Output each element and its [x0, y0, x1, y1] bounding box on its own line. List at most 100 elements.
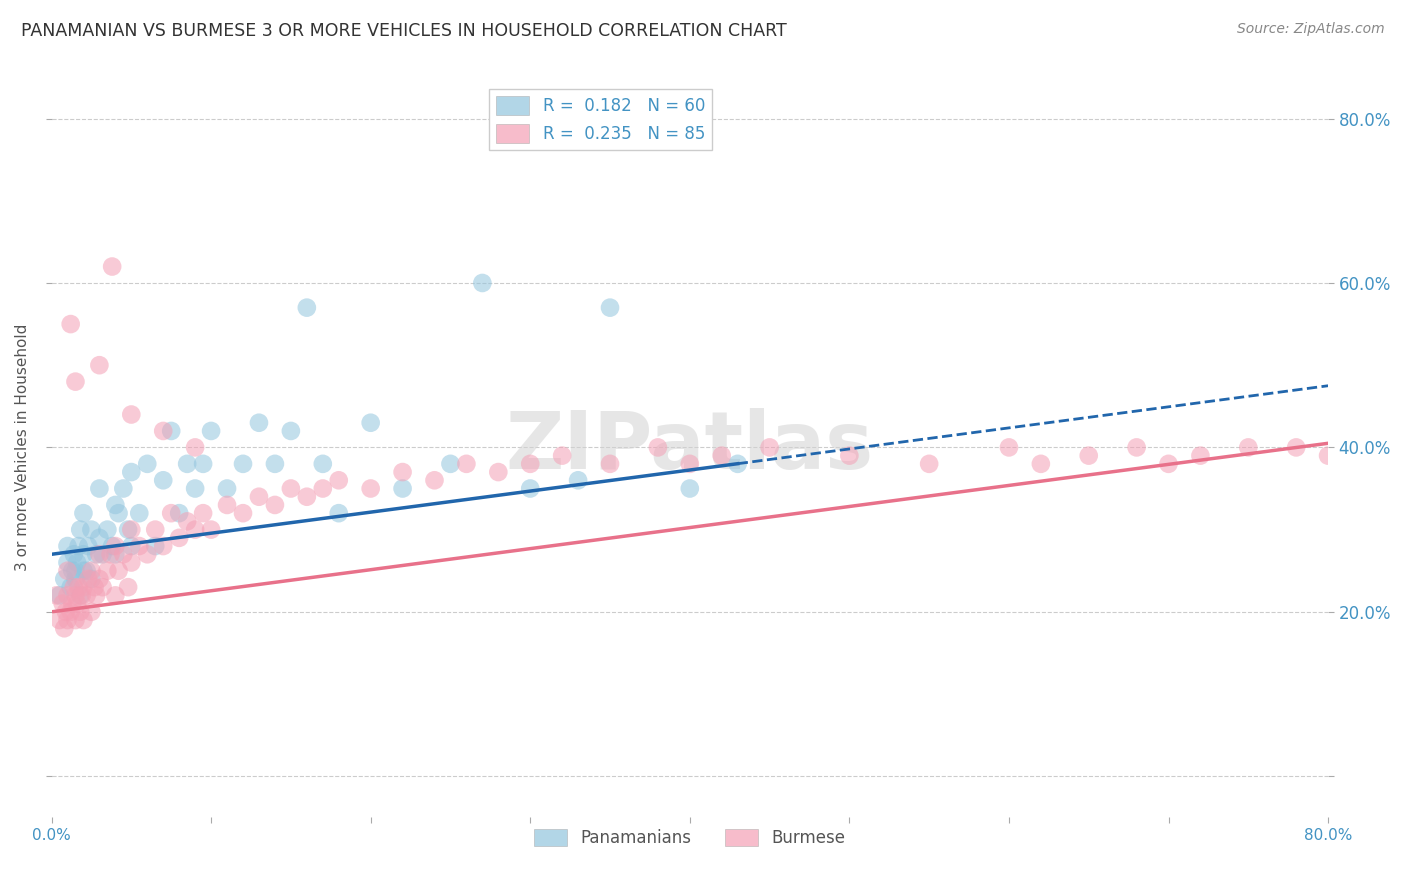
- Point: [89, 572, 111, 586]
- Point: [599, 457, 621, 471]
- Point: [360, 416, 382, 430]
- Point: [107, 564, 129, 578]
- Text: ZIPatlas: ZIPatlas: [506, 409, 875, 486]
- Point: [471, 276, 494, 290]
- Point: [456, 457, 478, 471]
- Point: [72, 613, 94, 627]
- Point: [143, 539, 166, 553]
- Point: [1077, 449, 1099, 463]
- Point: [191, 506, 214, 520]
- Point: [120, 523, 142, 537]
- Point: [264, 457, 287, 471]
- Point: [56, 539, 79, 553]
- Point: [72, 580, 94, 594]
- Point: [100, 547, 122, 561]
- Point: [53, 621, 76, 635]
- Point: [918, 457, 941, 471]
- Point: [599, 301, 621, 315]
- Point: [176, 457, 198, 471]
- Point: [89, 482, 111, 496]
- Point: [89, 531, 111, 545]
- Point: [152, 424, 174, 438]
- Point: [998, 441, 1021, 455]
- Point: [107, 506, 129, 520]
- Point: [1317, 449, 1340, 463]
- Point: [101, 260, 124, 274]
- Point: [56, 613, 79, 627]
- Point: [519, 482, 541, 496]
- Point: [104, 498, 127, 512]
- Point: [191, 457, 214, 471]
- Point: [69, 588, 91, 602]
- Y-axis label: 3 or more Vehicles in Household: 3 or more Vehicles in Household: [15, 324, 30, 571]
- Point: [65, 375, 87, 389]
- Point: [72, 547, 94, 561]
- Point: [551, 449, 574, 463]
- Point: [83, 580, 105, 594]
- Point: [91, 580, 114, 594]
- Point: [1157, 457, 1180, 471]
- Point: [295, 301, 318, 315]
- Point: [104, 588, 127, 602]
- Point: [160, 424, 183, 438]
- Point: [52, 597, 75, 611]
- Point: [247, 416, 270, 430]
- Point: [63, 580, 86, 594]
- Point: [200, 523, 222, 537]
- Point: [65, 588, 87, 602]
- Point: [1237, 441, 1260, 455]
- Point: [1285, 441, 1308, 455]
- Point: [143, 523, 166, 537]
- Point: [215, 482, 238, 496]
- Point: [328, 473, 350, 487]
- Text: Source: ZipAtlas.com: Source: ZipAtlas.com: [1237, 22, 1385, 37]
- Point: [710, 449, 733, 463]
- Point: [152, 539, 174, 553]
- Point: [80, 572, 103, 586]
- Point: [48, 588, 70, 602]
- Point: [112, 482, 135, 496]
- Legend: Panamanians, Burmese: Panamanians, Burmese: [527, 822, 852, 854]
- Point: [112, 547, 135, 561]
- Point: [200, 424, 222, 438]
- Point: [486, 465, 509, 479]
- Point: [77, 572, 100, 586]
- Point: [66, 556, 89, 570]
- Point: [117, 580, 139, 594]
- Point: [89, 547, 111, 561]
- Point: [76, 564, 98, 578]
- Point: [91, 547, 114, 561]
- Point: [136, 457, 159, 471]
- Point: [45, 588, 67, 602]
- Point: [120, 408, 142, 422]
- Point: [232, 457, 254, 471]
- Point: [838, 449, 860, 463]
- Point: [60, 564, 83, 578]
- Point: [167, 506, 190, 520]
- Point: [104, 547, 127, 561]
- Point: [67, 580, 90, 594]
- Point: [55, 605, 77, 619]
- Point: [76, 588, 98, 602]
- Point: [120, 465, 142, 479]
- Point: [65, 564, 87, 578]
- Point: [184, 523, 207, 537]
- Point: [65, 572, 87, 586]
- Point: [96, 564, 118, 578]
- Point: [328, 506, 350, 520]
- Point: [59, 317, 82, 331]
- Point: [312, 457, 335, 471]
- Point: [101, 539, 124, 553]
- Point: [59, 605, 82, 619]
- Point: [679, 457, 702, 471]
- Point: [184, 441, 207, 455]
- Point: [567, 473, 589, 487]
- Point: [176, 515, 198, 529]
- Point: [120, 556, 142, 570]
- Point: [423, 473, 446, 487]
- Point: [727, 457, 749, 471]
- Point: [312, 482, 335, 496]
- Point: [160, 506, 183, 520]
- Point: [48, 613, 70, 627]
- Point: [184, 482, 207, 496]
